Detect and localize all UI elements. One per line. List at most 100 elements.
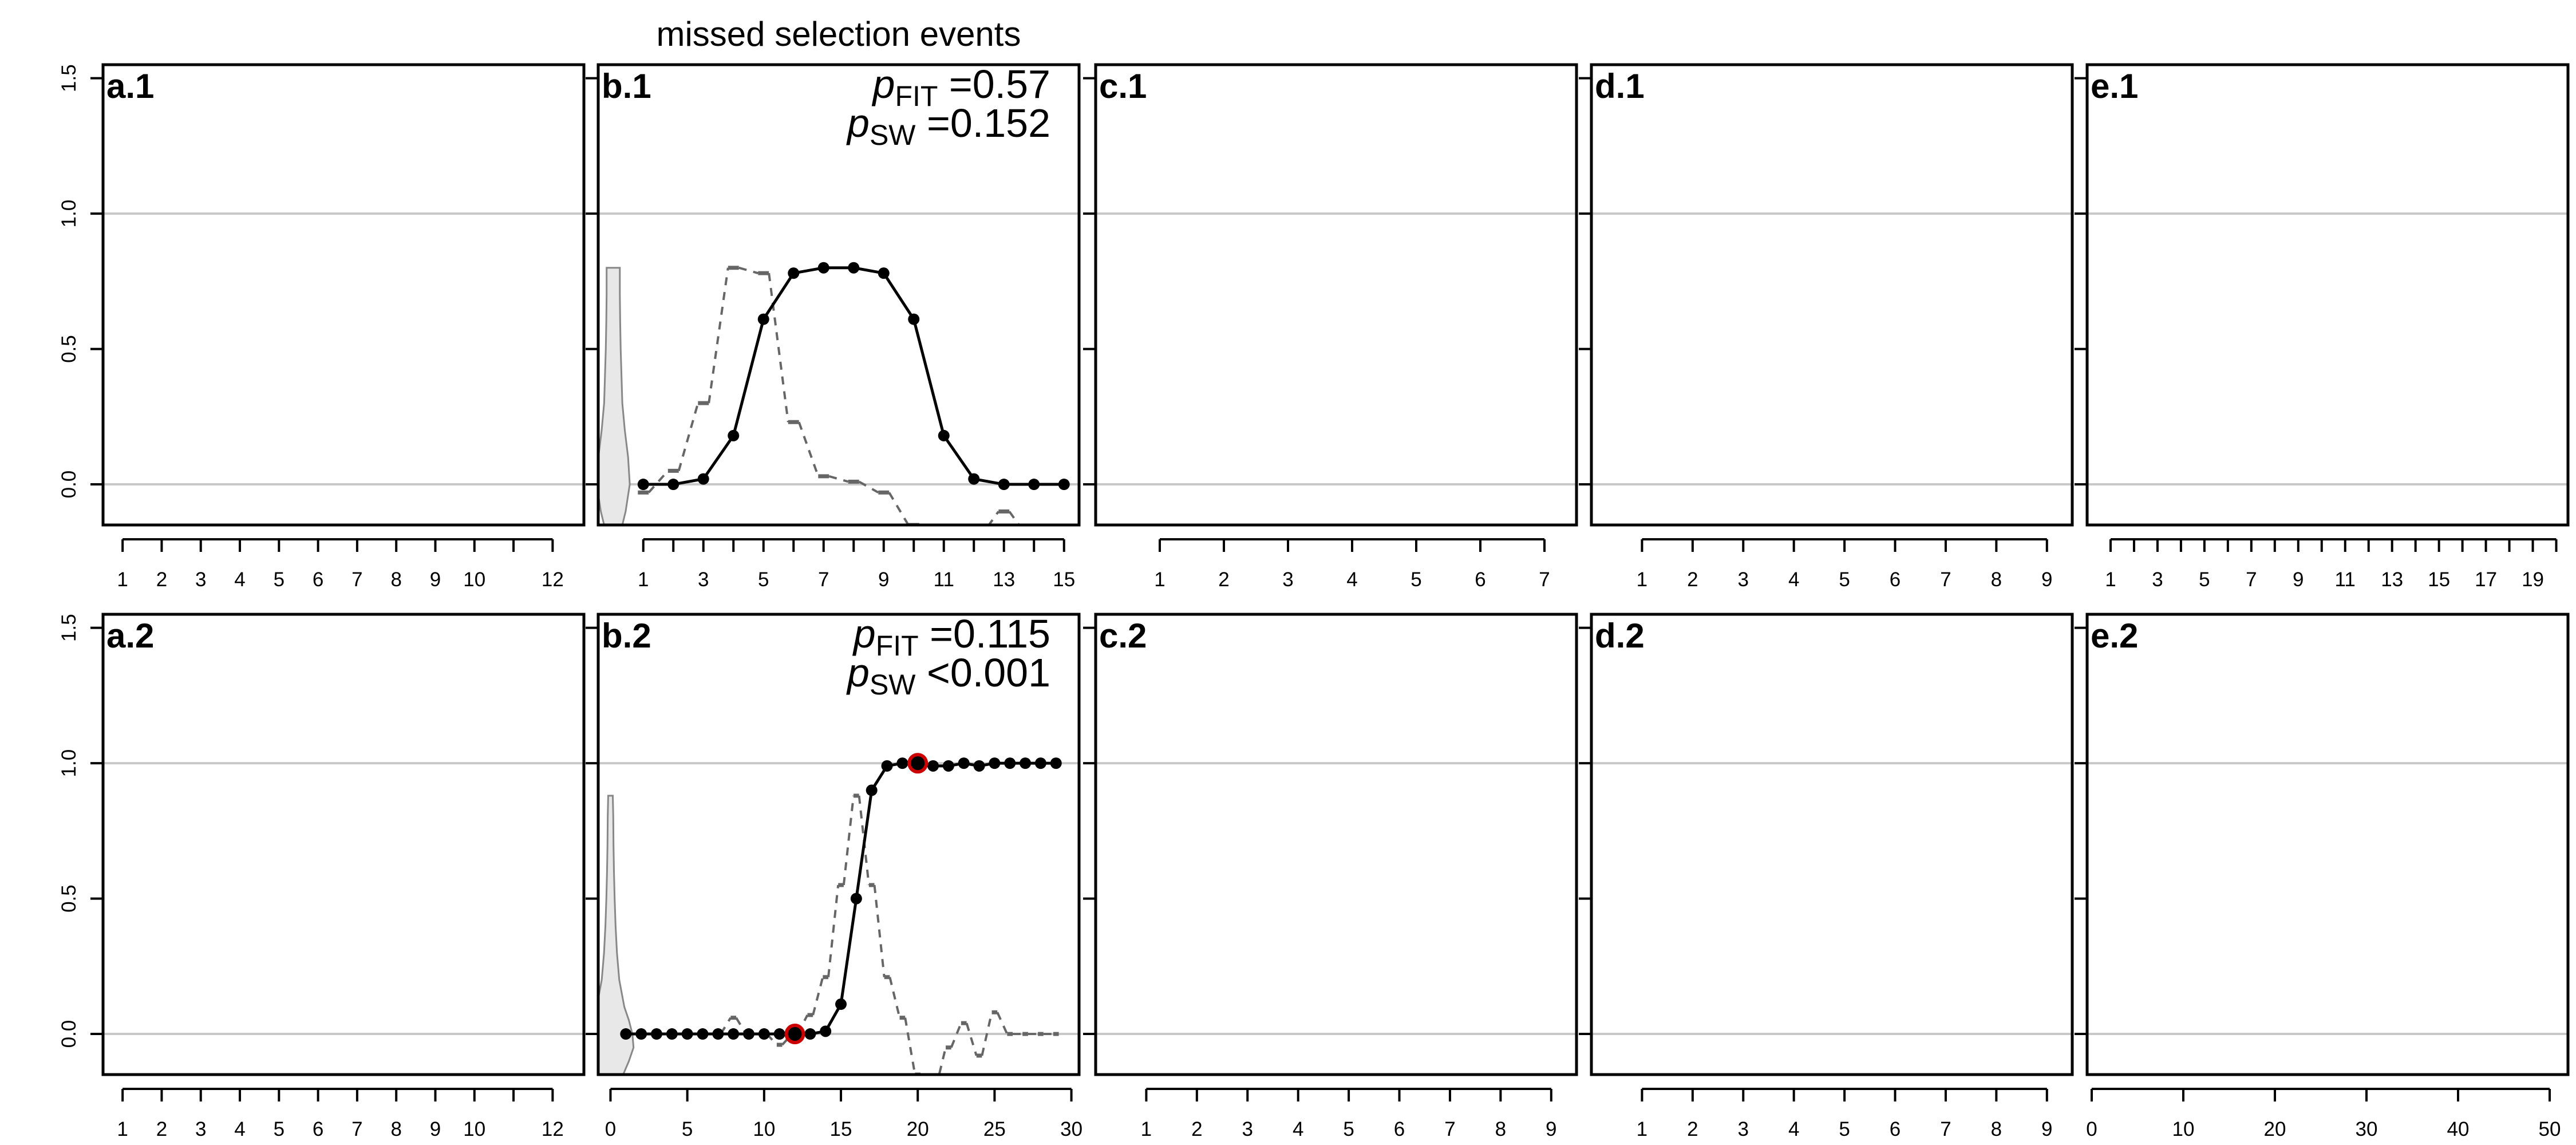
dashed-connector — [965, 1022, 978, 1056]
panel-label: b.2 — [602, 617, 651, 655]
x-tick-label: 3 — [1242, 1118, 1253, 1140]
x-tick-label: 4 — [1788, 568, 1799, 591]
observed-point — [728, 1028, 740, 1040]
dashed-connector — [873, 885, 886, 977]
observed-point — [942, 760, 954, 772]
x-tick-label: 6 — [313, 1118, 323, 1140]
stat-label-fit: pFIT =0.115 — [852, 611, 1050, 662]
x-tick-label: 7 — [351, 1118, 362, 1140]
dashed-connector — [812, 977, 824, 1016]
x-tick-label: 9 — [2041, 1118, 2052, 1140]
observed-point — [989, 757, 1001, 769]
panel-frame — [101, 613, 586, 1076]
observed-point — [881, 760, 893, 772]
y-tick-label: 0.0 — [58, 471, 80, 499]
x-tick-label: 25 — [983, 1118, 1006, 1140]
figure-title: missed selection events — [657, 15, 1021, 53]
panel-c-2: 1 2 3 4 5 6 7 8 9 c.2 — [1083, 613, 1578, 1140]
dashed-connector — [996, 1012, 1009, 1035]
observed-point — [666, 1028, 678, 1040]
observed-point — [758, 1028, 770, 1040]
x-tick-label: 9 — [430, 1118, 441, 1140]
x-tick-label: 3 — [1738, 1118, 1749, 1140]
observed-point — [773, 1028, 785, 1040]
panel-d-2: 1 2 3 4 5 6 7 8 9 d.2 — [1579, 613, 2074, 1140]
x-tick-label: 7 — [1539, 568, 1550, 591]
x-tick-label: 1 — [1637, 1118, 1647, 1140]
observed-point — [835, 998, 847, 1010]
x-tick-label: 7 — [1444, 1118, 1455, 1140]
dashed-connector — [827, 885, 840, 977]
panel-frame — [1590, 63, 2074, 527]
highlight-point — [784, 1024, 805, 1045]
x-tick-label: 6 — [313, 568, 323, 591]
panel-label: e.1 — [2091, 67, 2138, 105]
panel-frame — [596, 613, 1081, 1076]
panel-label: b.1 — [602, 67, 651, 105]
x-tick-label: 11 — [2335, 568, 2356, 591]
x-tick-label: 8 — [390, 1118, 401, 1140]
x-tick-label: 3 — [2152, 568, 2163, 591]
x-tick-label: 2 — [1687, 1118, 1698, 1140]
density-violin — [598, 795, 635, 1075]
x-tick-label: 12 — [542, 568, 564, 591]
panel-frame — [1094, 63, 1578, 527]
x-tick-label: 12 — [542, 1118, 564, 1140]
x-tick-label: 8 — [390, 568, 401, 591]
dashed-connector — [828, 475, 849, 483]
x-tick-label: 3 — [195, 568, 206, 591]
panel-e-1: 1 3 5 7 9 11 13 15 17 19e.1 — [2075, 63, 2570, 591]
x-tick-label: 10 — [463, 568, 485, 591]
x-tick-label: 30 — [2356, 1118, 2378, 1140]
observed-point — [1034, 757, 1046, 769]
x-tick-label: 7 — [351, 568, 362, 591]
dashed-connector — [920, 1073, 922, 1075]
x-tick-label: 1 — [2105, 568, 2116, 591]
y-tick-label: 1.0 — [58, 749, 80, 777]
observed-point — [1058, 479, 1070, 491]
panel-label: d.2 — [1595, 617, 1645, 655]
x-tick-label: 11 — [934, 568, 954, 591]
x-tick-label: 4 — [1788, 1118, 1799, 1140]
x-tick-label: 9 — [2041, 568, 2052, 591]
observed-point — [667, 479, 679, 491]
observed-point — [650, 1028, 662, 1040]
x-tick-label: 15 — [2428, 568, 2450, 591]
observed-point — [637, 479, 649, 491]
x-tick-label: 5 — [274, 1118, 285, 1140]
x-tick-label: 2 — [1687, 568, 1698, 591]
observed-point — [848, 262, 860, 274]
observed-point — [973, 760, 985, 772]
x-tick-label: 30 — [1060, 1118, 1082, 1140]
x-tick-label: 5 — [1839, 568, 1850, 591]
x-tick-label: 9 — [430, 568, 441, 591]
x-tick-label: 8 — [1495, 1118, 1506, 1140]
y-tick-label: 0.5 — [58, 885, 80, 913]
observed-point — [1004, 757, 1016, 769]
dashed-connector — [858, 480, 879, 493]
dashed-connector — [888, 492, 910, 525]
y-tick-label: 0.0 — [58, 1020, 80, 1048]
panel-d-1: 1 2 3 4 5 6 7 8 9 d.1 — [1579, 63, 2074, 591]
x-tick-label: 40 — [2447, 1118, 2470, 1140]
panel-frame — [596, 63, 1081, 527]
dashed-connector — [738, 266, 758, 275]
dashed-connector — [1008, 511, 1021, 525]
y-tick-label: 1.0 — [58, 200, 80, 228]
observed-point — [908, 313, 920, 325]
observed-point — [728, 429, 740, 441]
x-tick-label: 5 — [682, 1118, 693, 1140]
x-tick-label: 6 — [1890, 568, 1901, 591]
x-tick-label: 8 — [1991, 1118, 2002, 1140]
panel-frame — [2085, 613, 2570, 1076]
dashed-connector — [842, 795, 855, 886]
panel-label: a.2 — [106, 617, 154, 655]
x-tick-label: 8 — [1991, 568, 2002, 591]
x-tick-label: 9 — [878, 568, 889, 591]
x-tick-label: 15 — [830, 1118, 852, 1140]
x-tick-label: 1 — [1141, 1118, 1152, 1140]
x-tick-label: 5 — [758, 568, 769, 591]
observed-point — [958, 757, 970, 769]
